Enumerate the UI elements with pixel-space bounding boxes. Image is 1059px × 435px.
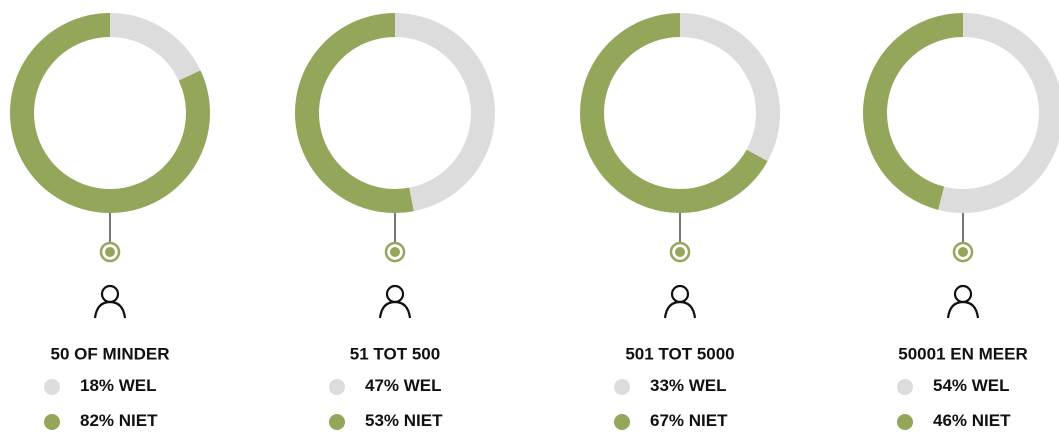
legend-category: WEL xyxy=(689,376,727,395)
legend-label: 47% WEL xyxy=(365,376,442,395)
person-body xyxy=(378,300,412,319)
legend-dot xyxy=(897,414,913,430)
legend-value: 33% xyxy=(650,376,684,395)
legend-dot xyxy=(614,379,630,395)
legend-label: 53% NIET xyxy=(365,411,443,430)
group-title: 51 TOT 500 xyxy=(350,344,440,363)
person-body xyxy=(93,300,127,319)
legend-value: 82% xyxy=(80,411,114,430)
legend-value: 46% xyxy=(933,411,967,430)
group-title: 501 TOT 5000 xyxy=(625,344,734,363)
marker-dot xyxy=(675,247,685,257)
legend-value: 53% xyxy=(365,411,399,430)
person-head xyxy=(670,284,690,304)
legend-dot xyxy=(44,414,60,430)
legend-label: 18% WEL xyxy=(80,376,157,395)
legend-value: 67% xyxy=(650,411,684,430)
legend-dot xyxy=(329,414,345,430)
person-head xyxy=(100,284,120,304)
marker-dot xyxy=(105,247,115,257)
group-title: 50 OF MINDER xyxy=(50,344,169,363)
legend-label: 82% NIET xyxy=(80,411,158,430)
legend-label: 54% WEL xyxy=(933,376,1010,395)
donut-segment xyxy=(109,13,201,82)
marker-dot xyxy=(958,247,968,257)
person-head xyxy=(385,284,405,304)
legend-category: NIET xyxy=(972,411,1011,430)
legend-value: 54% xyxy=(933,376,967,395)
legend-label: 33% WEL xyxy=(650,376,727,395)
legend-category: WEL xyxy=(404,376,442,395)
legend-category: NIET xyxy=(119,411,158,430)
person-body xyxy=(946,300,980,319)
donut-segment xyxy=(863,13,964,210)
legend-label: 46% NIET xyxy=(933,411,1011,430)
person-head xyxy=(953,284,973,304)
donut-segment xyxy=(580,13,768,213)
legend-dot xyxy=(329,379,345,395)
legend-dot xyxy=(614,414,630,430)
legend-dot xyxy=(897,379,913,395)
marker-dot xyxy=(390,247,400,257)
donut-segment xyxy=(295,13,414,213)
group-title: 50001 EN MEER xyxy=(898,344,1027,363)
legend-category: WEL xyxy=(119,376,157,395)
donut-segment xyxy=(394,13,495,212)
legend-label: 67% NIET xyxy=(650,411,728,430)
legend-dot xyxy=(44,379,60,395)
legend-value: 47% xyxy=(365,376,399,395)
legend-category: NIET xyxy=(689,411,728,430)
legend-category: WEL xyxy=(972,376,1010,395)
donut-segment xyxy=(10,13,210,213)
donut-segment xyxy=(938,13,1059,213)
legend-category: NIET xyxy=(404,411,443,430)
donut-segment xyxy=(679,13,780,162)
legend-value: 18% xyxy=(80,376,114,395)
person-body xyxy=(663,300,697,319)
